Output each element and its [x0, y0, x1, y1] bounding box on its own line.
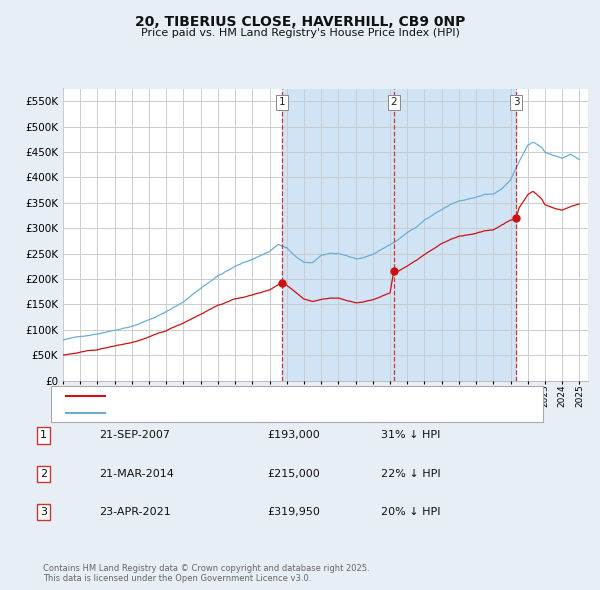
Text: 20, TIBERIUS CLOSE, HAVERHILL, CB9 0NP: 20, TIBERIUS CLOSE, HAVERHILL, CB9 0NP — [135, 15, 465, 29]
Text: 3: 3 — [513, 97, 520, 107]
Text: Contains HM Land Registry data © Crown copyright and database right 2025.
This d: Contains HM Land Registry data © Crown c… — [43, 563, 370, 583]
Text: 2: 2 — [40, 469, 47, 478]
Text: 1: 1 — [40, 431, 47, 440]
Text: 22% ↓ HPI: 22% ↓ HPI — [381, 469, 440, 478]
Text: 1: 1 — [279, 97, 286, 107]
Text: 31% ↓ HPI: 31% ↓ HPI — [381, 431, 440, 440]
Text: HPI: Average price, detached house, West Suffolk: HPI: Average price, detached house, West… — [111, 408, 352, 418]
Text: 23-APR-2021: 23-APR-2021 — [99, 507, 171, 517]
Text: £215,000: £215,000 — [267, 469, 320, 478]
Text: £319,950: £319,950 — [267, 507, 320, 517]
Text: 20% ↓ HPI: 20% ↓ HPI — [381, 507, 440, 517]
Text: 2: 2 — [391, 97, 397, 107]
Text: £193,000: £193,000 — [267, 431, 320, 440]
Bar — [282, 88, 516, 381]
Text: 20, TIBERIUS CLOSE, HAVERHILL, CB9 0NP (detached house): 20, TIBERIUS CLOSE, HAVERHILL, CB9 0NP (… — [111, 391, 407, 401]
Text: 21-SEP-2007: 21-SEP-2007 — [99, 431, 170, 440]
Text: 3: 3 — [40, 507, 47, 517]
Text: 21-MAR-2014: 21-MAR-2014 — [99, 469, 174, 478]
Text: Price paid vs. HM Land Registry's House Price Index (HPI): Price paid vs. HM Land Registry's House … — [140, 28, 460, 38]
